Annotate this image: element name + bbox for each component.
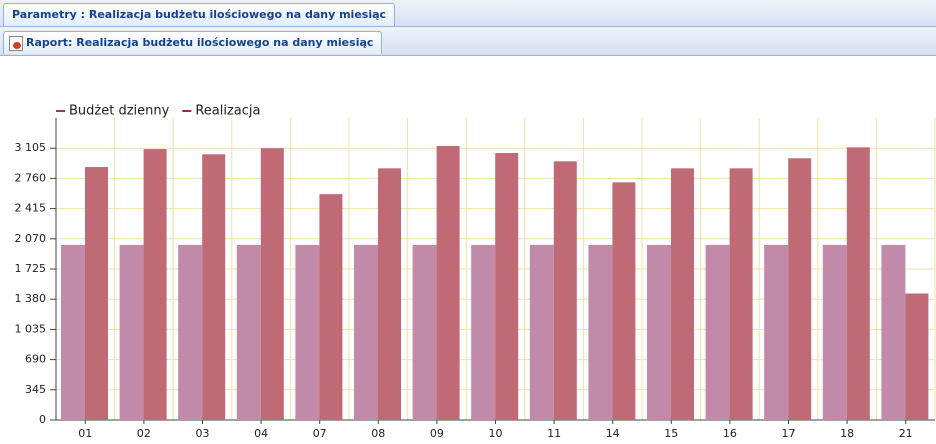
tab-label: Raport: Realizacja budżetu ilościowego n… — [26, 36, 374, 49]
x-tick-label: 03 — [196, 427, 210, 440]
y-tick-label: 1 725 — [15, 262, 47, 275]
bar — [647, 244, 671, 420]
x-tick-label: 14 — [606, 427, 620, 440]
bar — [471, 244, 496, 420]
bar — [495, 153, 519, 420]
tab[interactable]: Raport: Realizacja budżetu ilościowego n… — [3, 31, 383, 54]
y-tick-label: 1 035 — [15, 322, 47, 335]
bar — [788, 158, 812, 420]
bar — [143, 149, 167, 420]
x-tick-label: 09 — [430, 427, 444, 440]
y-tick-label: 2 760 — [15, 171, 47, 184]
y-tick-label: 690 — [25, 353, 46, 366]
bar — [119, 244, 144, 420]
y-tick-label: 1 380 — [15, 292, 47, 305]
y-tick-label: 345 — [25, 383, 46, 396]
bar — [529, 244, 554, 420]
tab-bar: Parametry : Realizacja budżetu ilościowe… — [0, 0, 936, 27]
x-tick-label: 18 — [840, 427, 854, 440]
y-tick-label: 0 — [39, 413, 46, 426]
bar — [295, 244, 320, 420]
bar — [436, 146, 460, 420]
bar — [553, 161, 577, 420]
bar — [202, 154, 226, 421]
bar — [612, 182, 636, 420]
bar — [822, 244, 847, 420]
bar — [85, 167, 108, 420]
x-tick-label: 21 — [899, 427, 913, 440]
legend-label: Realizacja — [195, 104, 260, 119]
x-tick-label: 10 — [489, 427, 503, 440]
bar — [729, 168, 753, 420]
x-tick-label: 04 — [254, 427, 268, 440]
y-tick-label: 2 415 — [15, 202, 47, 215]
x-tick-label: 11 — [547, 427, 561, 440]
bar — [412, 244, 437, 420]
x-tick-label: 01 — [78, 427, 92, 440]
bar — [764, 244, 789, 420]
legend-label: Budżet dzienny — [69, 104, 170, 119]
tab[interactable]: Parametry : Realizacja budżetu ilościowe… — [3, 3, 396, 26]
tab-bar: Raport: Realizacja budżetu ilościowego n… — [0, 27, 936, 56]
bar — [260, 148, 284, 420]
bar — [178, 244, 203, 420]
x-tick-label: 07 — [313, 427, 327, 440]
report-icon — [9, 36, 23, 51]
x-tick-label: 08 — [371, 427, 385, 440]
bar — [236, 244, 261, 420]
bar — [588, 244, 613, 420]
x-tick-label: 15 — [664, 427, 678, 440]
bar — [378, 168, 401, 420]
bar — [705, 244, 730, 420]
x-tick-label: 17 — [782, 427, 796, 440]
bar — [61, 244, 85, 420]
x-tick-label: 16 — [723, 427, 737, 440]
bar — [846, 147, 870, 420]
y-tick-label: 2 070 — [15, 232, 47, 245]
bar — [905, 293, 929, 420]
x-tick-label: 02 — [137, 427, 151, 440]
y-tick-label: 3 105 — [15, 141, 47, 154]
bar — [881, 244, 906, 420]
bar — [671, 168, 694, 420]
bar — [354, 244, 378, 420]
bar — [319, 194, 343, 420]
